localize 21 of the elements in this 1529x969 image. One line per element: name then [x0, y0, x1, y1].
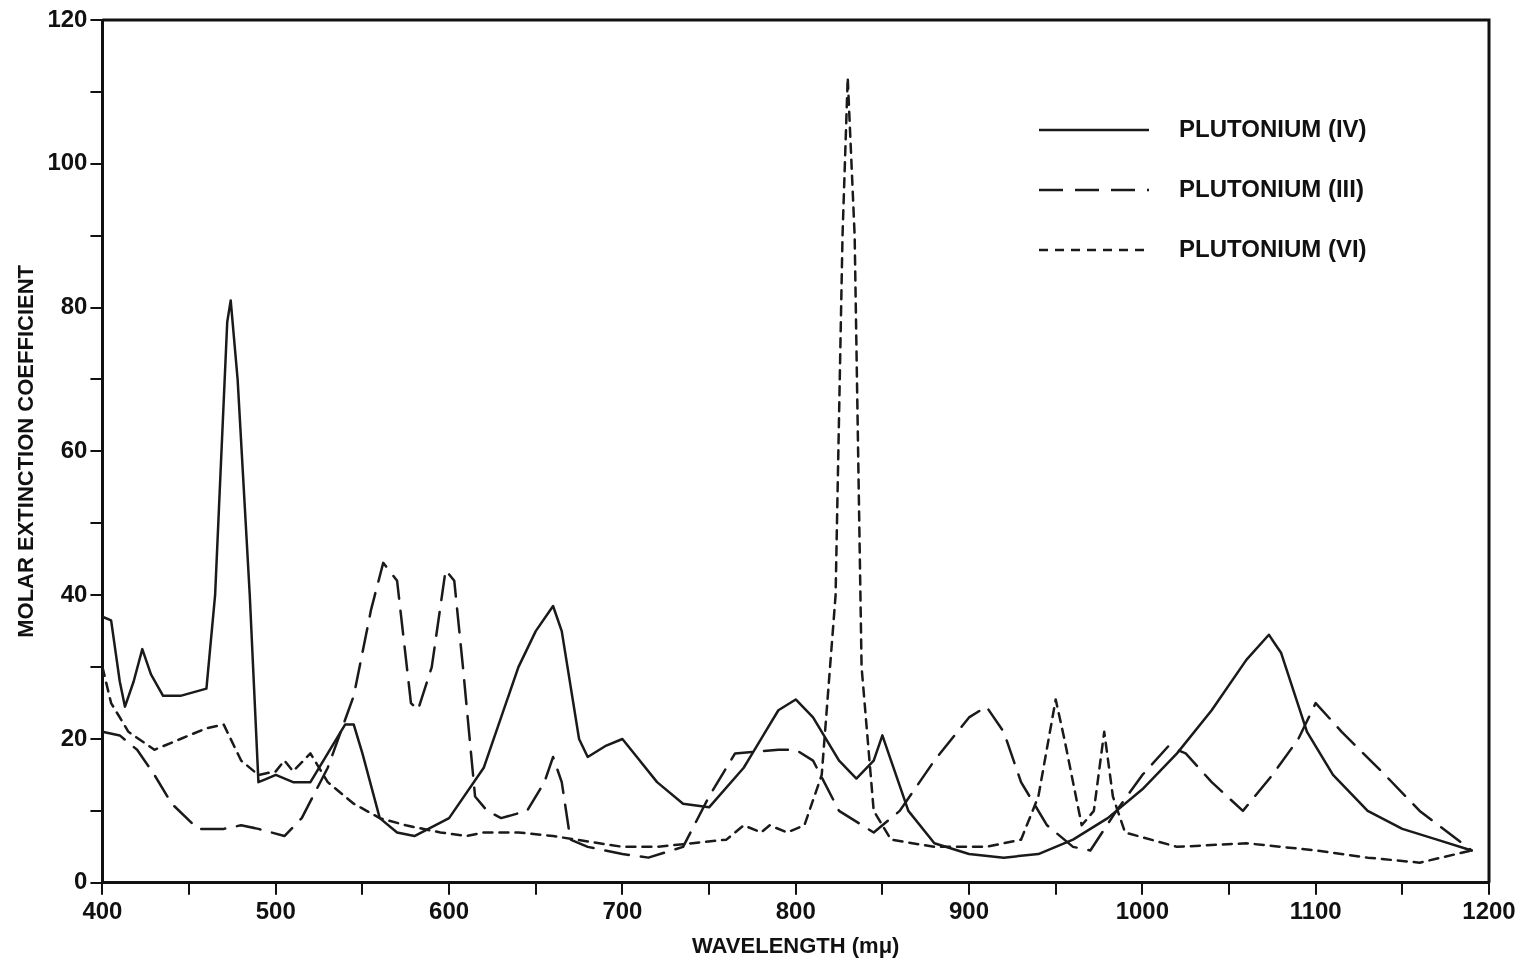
- x-tick-label: 800: [775, 896, 816, 924]
- y-tick-label: 40: [60, 579, 88, 607]
- x-tick-label: 700: [602, 896, 643, 924]
- x-tick-label: 400: [82, 896, 123, 924]
- x-axis-title: WAVELENGTH (mμ): [692, 932, 900, 958]
- x-tick-label: 500: [255, 896, 296, 924]
- y-tick-label: 80: [60, 292, 88, 320]
- x-tick-label: 900: [949, 896, 990, 924]
- x-tick-label: 1100: [1289, 896, 1342, 924]
- x-tick-label: 1000: [1115, 896, 1170, 924]
- x-tick-label: 600: [429, 896, 470, 924]
- y-tick-label: 0: [74, 867, 88, 895]
- y-tick-label: 20: [60, 723, 88, 751]
- y-axis-title: MOLAR EXTINCTION COEFFICIENT: [13, 264, 39, 638]
- y-tick-label: 60: [60, 436, 88, 464]
- legend-label: PLUTONIUM (VI): [1179, 234, 1367, 262]
- legend-label: PLUTONIUM (III): [1179, 174, 1364, 202]
- y-tick-label: 120: [47, 4, 88, 32]
- legend-label: PLUTONIUM (IV): [1179, 114, 1367, 142]
- y-tick-label: 100: [47, 148, 88, 176]
- x-tick-label: 1200: [1462, 896, 1516, 924]
